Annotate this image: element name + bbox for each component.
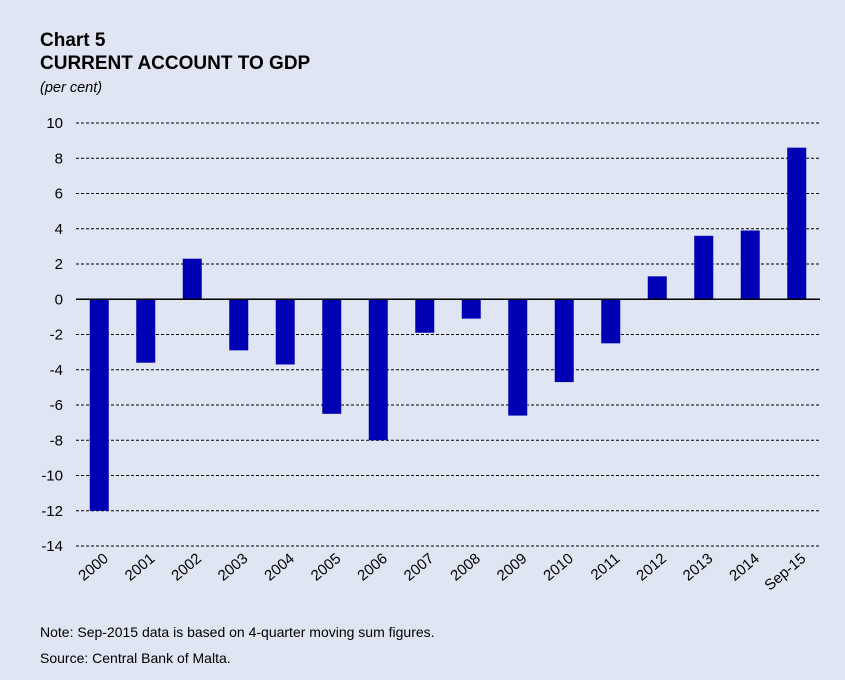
bar	[461, 299, 481, 319]
bar	[694, 235, 714, 300]
y-tick-label: 2	[55, 256, 63, 273]
bar	[89, 299, 109, 511]
bar	[647, 276, 667, 300]
y-tick-label: -2	[50, 327, 63, 344]
x-tick-label: 2007	[401, 550, 437, 584]
x-tick-label: 2005	[308, 550, 344, 584]
y-tick-label: 10	[46, 115, 63, 132]
bar	[508, 299, 528, 416]
y-axis-ticks: 10 8 6 4 2 0 -2 -4 -6 -8 -10 -12 -14	[41, 115, 63, 555]
bar	[601, 299, 621, 344]
bars	[89, 147, 807, 511]
x-tick-label: 2003	[215, 550, 251, 584]
x-tick-label: 2008	[447, 550, 483, 584]
y-tick-label: 8	[55, 150, 63, 167]
y-tick-label: 6	[55, 186, 63, 203]
bar	[415, 299, 435, 333]
bar	[275, 299, 295, 365]
x-tick-label: 2010	[540, 550, 576, 584]
x-tick-label: 2012	[633, 550, 669, 584]
chart-title: CURRENT ACCOUNT TO GDP	[40, 53, 311, 74]
bar	[787, 147, 807, 300]
x-tick-label: 2006	[354, 550, 390, 584]
x-tick-label: 2000	[75, 550, 111, 584]
x-tick-label: 2013	[680, 550, 716, 584]
y-tick-label: -10	[41, 468, 63, 485]
y-tick-label: 0	[55, 291, 63, 308]
chart-unit: (per cent)	[40, 80, 103, 96]
grid-lines	[76, 122, 820, 547]
x-tick-label: 2001	[122, 550, 158, 584]
y-tick-label: -12	[41, 503, 63, 520]
y-tick-label: -14	[41, 538, 63, 555]
bar	[740, 230, 760, 300]
bar	[368, 299, 388, 441]
y-tick-label: -8	[50, 432, 63, 449]
bar	[554, 299, 574, 383]
x-tick-label: 2011	[588, 550, 624, 584]
bar	[229, 299, 249, 351]
chart-number: Chart 5	[40, 30, 106, 51]
footnote: Note: Sep-2015 data is based on 4-quarte…	[40, 624, 435, 640]
x-tick-label: 2004	[261, 550, 297, 584]
y-tick-label: -6	[50, 397, 63, 414]
bar	[322, 299, 342, 414]
bar	[136, 299, 156, 363]
bar	[182, 258, 202, 300]
y-tick-label: -4	[50, 362, 63, 379]
source-note: Source: Central Bank of Malta.	[40, 650, 231, 666]
x-tick-label: Sep-15	[761, 550, 809, 594]
y-tick-label: 4	[55, 221, 63, 238]
x-axis-ticks: 2000 2001 2002 2003 2004 2005 2006 2007 2008 2009…	[75, 550, 809, 594]
x-tick-label: 2014	[726, 550, 762, 584]
x-tick-label: 2002	[168, 550, 204, 584]
x-tick-label: 2009	[494, 550, 530, 584]
